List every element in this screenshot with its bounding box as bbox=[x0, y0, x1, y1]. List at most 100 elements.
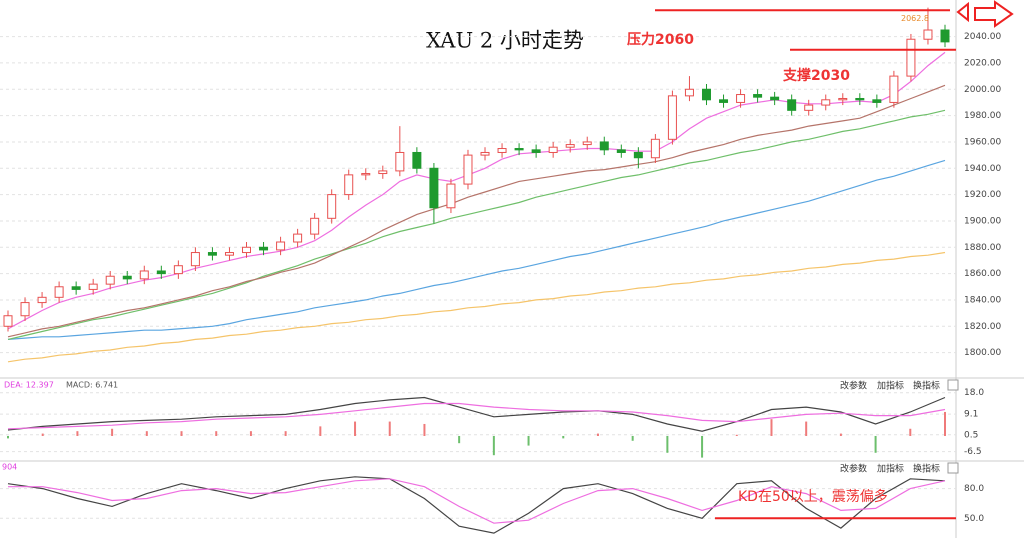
close-button[interactable] bbox=[947, 462, 959, 474]
candle-body bbox=[531, 149, 541, 153]
candle-body bbox=[480, 151, 490, 156]
macd-bar bbox=[145, 431, 148, 436]
macd-bar bbox=[944, 411, 946, 436]
annotation: 压力2060 bbox=[627, 31, 694, 48]
macd-bar bbox=[7, 435, 9, 439]
macd-bar bbox=[631, 435, 634, 441]
candle-body bbox=[616, 149, 626, 153]
arrow bbox=[974, 0, 1014, 28]
macd-bar bbox=[735, 434, 738, 436]
macd-bar bbox=[41, 433, 44, 436]
candle-body bbox=[633, 151, 643, 159]
candle-body bbox=[855, 97, 865, 101]
candle-body bbox=[344, 174, 354, 196]
candle-body bbox=[190, 252, 200, 267]
candle-body bbox=[156, 270, 166, 275]
candle-body bbox=[497, 148, 507, 153]
y-tick-label: 1900.00 bbox=[964, 216, 1001, 226]
candle-body bbox=[429, 167, 439, 209]
macd-bar bbox=[388, 421, 391, 436]
macd-bar bbox=[562, 435, 565, 439]
toolbar: 改参数 加指标 换指标 改参数 加指标 换指标 bbox=[840, 379, 959, 475]
macd-bar bbox=[319, 426, 322, 436]
y-tick-label: 1860.00 bbox=[964, 269, 1001, 279]
candle-body bbox=[821, 99, 831, 106]
candle-body bbox=[276, 241, 286, 251]
candle-body bbox=[54, 286, 64, 298]
macd-bar bbox=[354, 421, 357, 436]
candle-body bbox=[88, 283, 98, 290]
candle-body bbox=[3, 315, 13, 327]
candle-body bbox=[412, 151, 422, 169]
candle-body bbox=[37, 296, 47, 304]
candle-body bbox=[940, 29, 950, 43]
candle-body bbox=[327, 194, 337, 219]
candle-body bbox=[667, 95, 677, 140]
y-tick-label: 1820.00 bbox=[964, 322, 1001, 332]
kd-label: 904 bbox=[2, 463, 17, 472]
macd-bar bbox=[76, 431, 79, 436]
y-tick-label: 50.0 bbox=[964, 514, 984, 524]
candle-body bbox=[736, 94, 746, 103]
candle-body bbox=[889, 75, 899, 103]
candle-body bbox=[224, 252, 234, 256]
candle-body bbox=[514, 148, 524, 151]
y-tick-label: 1840.00 bbox=[964, 295, 1001, 305]
candle-body bbox=[753, 94, 763, 98]
candle-body bbox=[565, 144, 575, 148]
annotation: 支撑2030 bbox=[782, 67, 850, 84]
candle-body bbox=[838, 97, 848, 101]
macd-bar bbox=[249, 431, 252, 436]
candle-body bbox=[684, 88, 694, 97]
y-tick-label: 2040.00 bbox=[964, 32, 1001, 42]
candle-body bbox=[20, 302, 30, 317]
line bbox=[7, 159, 946, 340]
macd-bar bbox=[839, 433, 842, 436]
y-tick-label: 2000.00 bbox=[964, 85, 1001, 95]
line bbox=[8, 478, 946, 524]
macd-bar bbox=[492, 435, 495, 456]
y-tick-label: 9.1 bbox=[964, 410, 978, 420]
legend-macd: MACD: 6.741 bbox=[66, 381, 118, 390]
candle-body bbox=[701, 88, 711, 101]
y-tick-label: 1980.00 bbox=[964, 111, 1001, 121]
candle-body bbox=[719, 99, 729, 103]
candle-body bbox=[259, 246, 269, 251]
candle-body bbox=[650, 138, 660, 159]
macd-bar bbox=[596, 433, 599, 436]
button[interactable]: 换指标 bbox=[913, 380, 940, 392]
candle-body bbox=[906, 38, 916, 77]
candle-body bbox=[872, 99, 882, 103]
button[interactable]: 加指标 bbox=[877, 463, 904, 475]
macd-bar bbox=[874, 435, 877, 453]
candle-body bbox=[599, 141, 609, 151]
candle-body bbox=[173, 265, 183, 275]
candle-body bbox=[463, 154, 473, 185]
button[interactable]: 改参数 bbox=[840, 380, 867, 392]
button[interactable]: 改参数 bbox=[840, 463, 867, 475]
candle-body bbox=[105, 275, 115, 285]
y-tick-label: 2020.00 bbox=[964, 58, 1001, 68]
candle-body bbox=[310, 217, 320, 235]
macd-bar bbox=[527, 435, 530, 446]
close-button[interactable] bbox=[947, 379, 959, 391]
candle-body bbox=[378, 170, 388, 175]
candle-body bbox=[139, 270, 149, 280]
macd-bar bbox=[770, 419, 773, 436]
button[interactable]: 加指标 bbox=[877, 380, 904, 392]
y-tick-label: 1960.00 bbox=[964, 137, 1001, 147]
high-label: 2062.8 bbox=[901, 14, 929, 23]
line bbox=[7, 476, 946, 534]
candle-body bbox=[122, 275, 132, 280]
button[interactable]: 换指标 bbox=[913, 463, 940, 475]
macd-bar bbox=[458, 435, 461, 444]
candle-body bbox=[293, 233, 303, 243]
macd-bar bbox=[666, 435, 669, 453]
macd-bar bbox=[423, 423, 426, 436]
line bbox=[7, 109, 946, 340]
candle-body bbox=[242, 246, 252, 254]
legend-dea: DEA: 12.397 bbox=[4, 381, 54, 390]
arrow bbox=[956, 1, 969, 23]
candle-body bbox=[548, 146, 558, 153]
